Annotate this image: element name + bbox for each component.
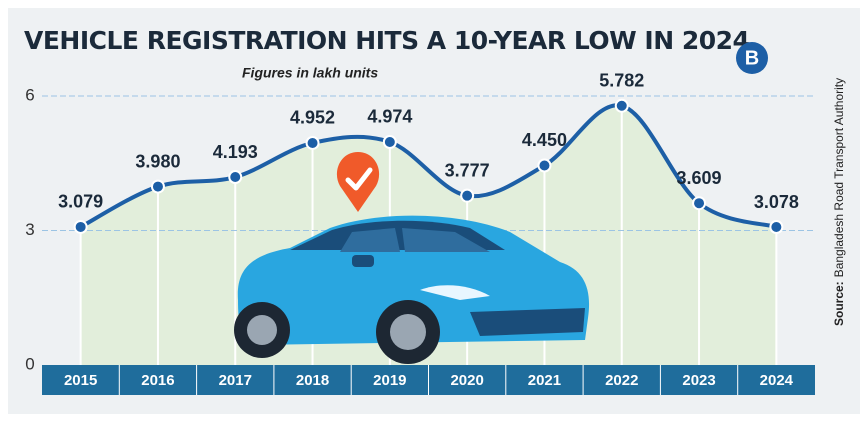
value-label: 4.193 <box>213 142 258 162</box>
logo: B <box>745 47 759 69</box>
x-tick-label: 2022 <box>605 372 638 389</box>
point <box>73 219 88 234</box>
x-tick-label: 2016 <box>141 372 174 389</box>
logo-badge <box>736 42 768 74</box>
line <box>79 103 777 229</box>
point <box>460 188 475 203</box>
value-label: 4.974 <box>367 107 412 127</box>
source-name: Bangladesh Road Transport Authority <box>832 78 846 277</box>
car-illustration <box>234 152 590 364</box>
value-label: 3.980 <box>135 151 180 171</box>
source-label: Source: <box>832 281 846 326</box>
x-tick-label: 2023 <box>682 372 715 389</box>
x-tick-label: 2017 <box>219 372 252 389</box>
point <box>614 98 629 113</box>
point <box>382 134 397 149</box>
point <box>692 196 707 211</box>
source: Source: Bangladesh Road Transport Authori… <box>832 78 846 326</box>
point <box>537 158 552 173</box>
x-tick-label: 2019 <box>373 372 406 389</box>
point <box>150 179 165 194</box>
x-tick-label: 2015 <box>64 372 97 389</box>
value-label: 4.450 <box>522 130 567 150</box>
y-tick-label: 0 <box>25 354 34 373</box>
value-label: 4.952 <box>290 108 335 128</box>
value-label: 3.609 <box>677 168 722 188</box>
chart-subtitle: Figures in lakh units <box>242 65 378 81</box>
value-label: 5.782 <box>599 71 644 91</box>
point <box>305 135 320 150</box>
chart-title: VEHICLE REGISTRATION HITS A 10-YEAR LOW … <box>24 26 750 55</box>
source-text: Source: Bangladesh Road Transport Authori… <box>832 78 846 326</box>
value-label: 3.078 <box>754 192 799 212</box>
x-tick-label: 2020 <box>450 372 483 389</box>
point <box>228 170 243 185</box>
x-tick-label: 2021 <box>528 372 561 389</box>
x-tick-label: 2018 <box>296 372 329 389</box>
y-tick-label: 3 <box>25 220 34 239</box>
labels: 3.079 3.980 4.193 4.952 4.974 3.777 4.450 5.782… <box>58 71 799 235</box>
point <box>769 220 784 235</box>
value-label: 3.777 <box>445 160 490 180</box>
y-tick-label: 6 <box>25 85 34 104</box>
x-tick-label: 2024 <box>760 372 794 389</box>
value-label: 3.079 <box>58 192 103 212</box>
